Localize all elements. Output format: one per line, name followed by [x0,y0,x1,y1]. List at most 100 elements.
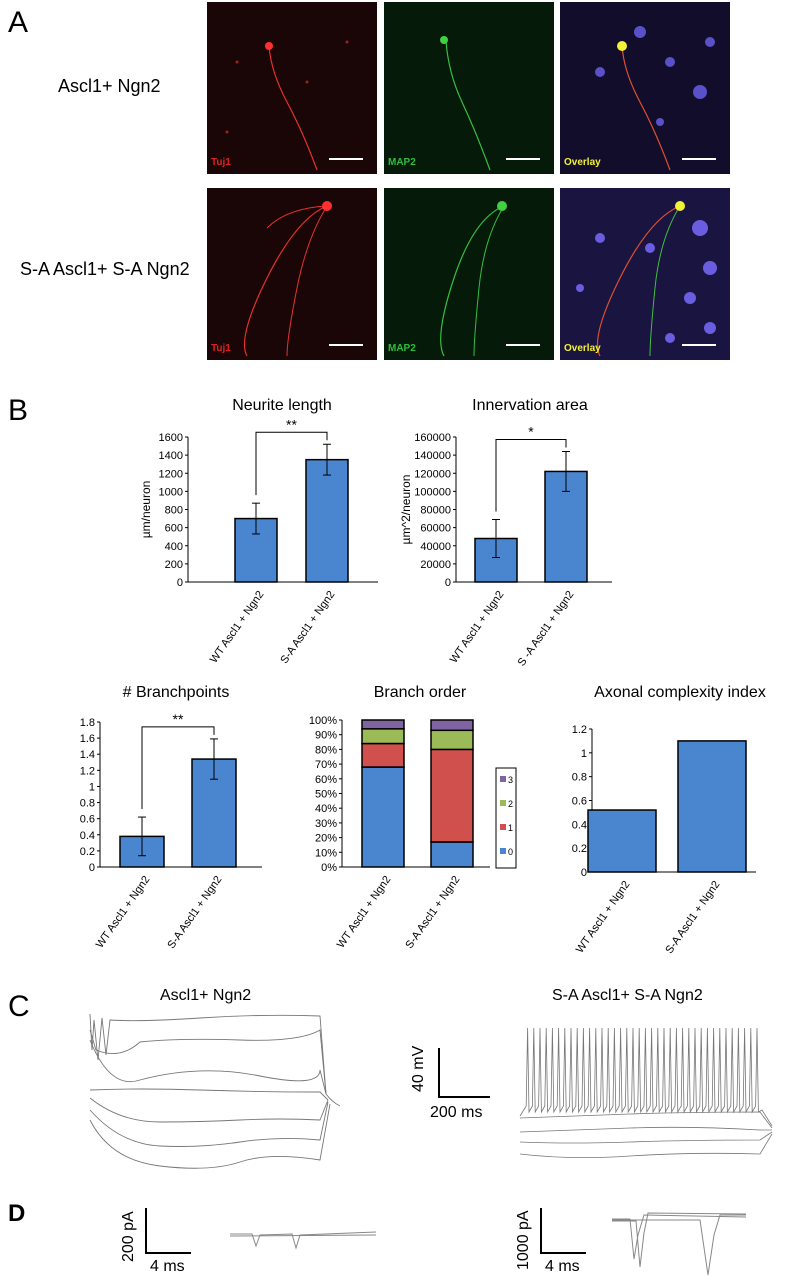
scale-bar [682,344,716,346]
x-category-label: WT Ascl1 + Ngn2 [208,589,267,666]
y-tick-label: 0 [581,867,587,879]
scale-bar [506,344,540,346]
trace-title-wt: Ascl1+ Ngn2 [160,987,252,1004]
x-category-label: WT Ascl1 + Ngn2 [448,589,507,666]
scale-bar [506,158,540,160]
y-tick-label: 20000 [420,559,451,571]
y-tick-label: 30% [315,818,337,830]
significance-bracket [141,726,215,810]
scale-bar-mv [438,1048,440,1098]
voltage-traces-wt [89,1013,340,1169]
y-tick-label: 1 [581,748,587,760]
legend-swatch [500,776,506,782]
y-tick-label: 400 [165,541,183,553]
channel-label-overlay: Overlay [564,343,601,354]
micrograph-map2-sa: MAP2 [384,188,554,360]
scale-bar [329,158,363,160]
y-tick-label: 1400 [159,450,183,462]
bar-segment [430,729,474,751]
y-tick-label: 600 [165,523,183,535]
y-tick-label: 50% [315,789,337,801]
row-label-wt: Ascl1+ Ngn2 [58,76,161,96]
chart-title: Innervation area [472,397,588,414]
d-label-v-left: 200 pA [120,1211,137,1262]
y-tick-label: 0.8 [572,772,587,784]
y-tick-label: 0 [89,862,95,874]
channel-label-tuj1: Tuj1 [211,343,231,354]
y-tick-label: 0.4 [80,830,95,842]
d-scale-t-left [145,1252,191,1254]
x-category-label: S-A Ascl1 + Ngn2 [663,879,722,956]
channel-label-overlay: Overlay [564,157,601,168]
current-trace-sa [612,1212,747,1276]
significance-label: ** [286,416,297,432]
y-tick-label: 1200 [159,468,183,480]
bar-segment [361,742,405,768]
neuron-trace-tuj1-wt [225,40,349,171]
current-trace-wt [229,1231,377,1250]
chart-title: Branch order [374,684,467,701]
y-tick-label: 60% [315,774,337,786]
y-axis-label: µm^2/neuron [399,475,413,545]
significance-bracket [255,431,328,496]
x-category-label: S-A Ascl1 + Ngn2 [403,874,462,951]
panel-letter-d: D [8,1200,26,1227]
bar-segment [361,766,405,868]
d-label-t-right: 4 ms [545,1258,580,1275]
y-tick-label: 0 [177,577,183,589]
legend-swatch [500,824,506,830]
y-tick-label: 200 [165,559,183,571]
y-tick-label: 140000 [414,450,451,462]
x-category-label: WT Ascl1 + Ngn2 [94,874,153,951]
y-tick-label: 0.8 [80,798,95,810]
legend-label: 3 [508,775,513,785]
y-tick-label: 1.2 [572,724,587,736]
legend-box [495,767,517,869]
micrograph-overlay-wt: Overlay [560,2,730,174]
y-tick-label: 800 [165,505,183,517]
channel-label-map2: MAP2 [388,157,416,168]
scale-label-ms: 200 ms [430,1104,483,1121]
y-tick-label: 0.2 [572,843,587,855]
y-tick-label: 0.4 [572,819,587,831]
y-tick-label: 0.6 [80,814,95,826]
panel-letter-a: A [8,6,29,39]
y-tick-label: 0.6 [572,796,587,808]
y-tick-label: 90% [315,730,337,742]
micrograph-tuj1-wt: Tuj1 [207,2,377,174]
bar [587,809,657,873]
neuron-trace-map2-wt [440,36,491,171]
y-tick-label: 80000 [420,505,451,517]
y-tick-label: 0% [321,862,337,874]
channel-label-tuj1: Tuj1 [211,157,231,168]
panel-letter-c: C [8,990,30,1023]
chart-3 [339,719,517,869]
y-tick-label: 120000 [414,468,451,480]
scale-bar [329,344,363,346]
y-tick-label: 0 [445,577,451,589]
y-tick-label: 160000 [414,432,451,444]
legend-label: 2 [508,799,513,809]
y-tick-label: 0.2 [80,846,95,858]
bar-segment [361,719,405,730]
d-label-t-left: 4 ms [150,1258,185,1275]
y-tick-label: 70% [315,759,337,771]
voltage-traces-sa [519,1027,773,1158]
significance-label: * [528,424,534,440]
y-tick-label: 1.2 [80,765,95,777]
y-tick-label: 40000 [420,541,451,553]
bar-segment [430,719,474,732]
d-scale-t-right [540,1252,586,1254]
y-tick-label: 10% [315,847,337,859]
micrograph-overlay-sa: Overlay [560,188,730,360]
chart-2 [97,721,262,868]
d-scale-v-left [145,1208,147,1254]
y-tick-label: 100000 [414,486,451,498]
legend-swatch [500,800,506,806]
chart-title: Axonal complexity index [594,684,766,701]
scale-label-mv: 40 mV [410,1045,427,1092]
scale-bar-ms [438,1096,490,1098]
neuron-trace-overlay-wt [595,26,715,171]
y-axis-label: µm/neuron [139,481,153,539]
d-label-v-right: 1000 pA [515,1210,532,1270]
